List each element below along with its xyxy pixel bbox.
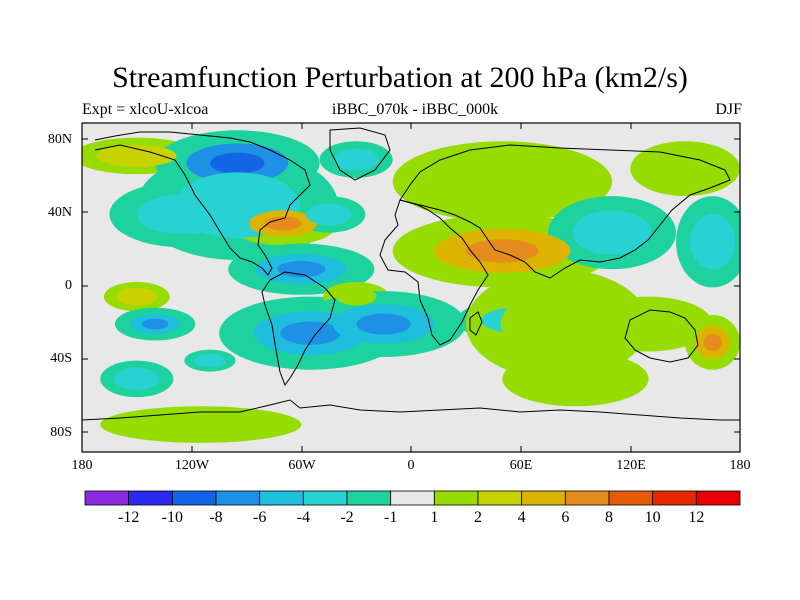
colorbar-box [171,490,217,506]
lon-tick-label: 120E [616,458,646,473]
anomaly-core [689,214,736,270]
anomaly-core [97,144,177,167]
lon-tick-label: 180 [729,458,751,473]
lat-tick-label: 0 [65,278,72,293]
colorbar-box [302,490,348,506]
anomaly-peak [703,333,722,352]
europe-africa-coastline [379,199,489,346]
antarctica-coastline [82,399,740,421]
colorbar-tick-label: 1 [430,509,439,526]
anomaly-core [114,367,160,390]
experiment-label: Expt = xlcoU-xlcoa [82,101,209,118]
colorbar-tick-label: 4 [517,509,526,526]
madagascar-coastline [469,311,483,336]
coastlines [82,127,740,421]
colorbar-box [433,490,479,506]
anomaly-peak [210,152,265,174]
lat-tick-label: 80S [50,425,72,440]
lon-ticks [191,123,632,452]
lat-tick-label: 40N [47,205,72,220]
anomaly-core [116,287,158,306]
south-america-coastline [261,271,336,387]
australia-coastline [624,309,699,363]
plot-title: Streamfunction Perturbation at 200 hPa (… [112,61,688,94]
anomaly-core [306,203,352,226]
colorbar-box [390,490,435,506]
anomaly-peak [280,321,341,345]
lat-ticks [82,138,740,433]
colorbar-tick-label: -4 [296,509,310,526]
colorbar-tick-label: -10 [161,509,183,526]
comparison-label: iBBC_070k - iBBC_000k [331,101,499,118]
colorbar-box [608,490,654,506]
lat-tick-label: 80N [47,132,72,147]
anomaly-peak [356,313,411,335]
anomaly-core [138,413,264,436]
colorbar-box [521,490,566,506]
anomaly-core [530,362,621,396]
lat-tick-label: 40S [50,351,72,366]
anomaly-core [335,287,377,306]
lon-tick-label: 0 [407,458,415,473]
colorbar-box [215,490,261,506]
colorbar-tick-label: 6 [561,509,570,526]
anomaly-core [194,354,226,368]
anomaly-core [572,210,652,255]
colorbar-tick-label: -6 [252,509,267,526]
colorbar-box [259,490,304,506]
anomaly-core [434,157,571,206]
colorbar-tick-label: 10 [644,509,661,526]
north-america-coastline [94,131,311,276]
colorbar-box [652,490,697,506]
lon-tick-label: 60E [509,458,533,473]
anomaly-core [500,291,614,357]
anomaly-peak [141,318,169,330]
anomaly-peak [264,216,302,231]
anomaly-core [333,148,379,171]
anomaly-peak [277,261,326,278]
eurasia-coastline [399,144,731,279]
anomaly-core [608,307,689,341]
lon-tick-label: 60W [288,458,316,473]
colorbar-box [84,490,130,506]
colorbar [84,490,741,506]
colorbar-tick-label: 12 [688,509,705,526]
anomaly-peak [466,239,539,263]
colorbar-box [564,490,610,506]
colorbar-tick-label: 2 [474,509,482,526]
greenland-coastline [329,127,391,181]
colorbar-box [695,490,741,506]
lon-tick-label: 120W [174,458,210,473]
season-label: DJF [715,101,742,118]
colorbar-box [346,490,392,506]
colorbar-tick-label: 8 [605,509,613,526]
colorbar-tick-label: -12 [117,509,140,526]
colorbar-box [128,490,173,506]
colorbar-tick-label: -2 [340,509,354,526]
lon-tick-label: 180 [71,458,93,473]
colorbar-tick-label: -8 [209,509,223,526]
colorbar-tick-label: -1 [383,509,398,526]
colorbar-box [477,490,523,506]
